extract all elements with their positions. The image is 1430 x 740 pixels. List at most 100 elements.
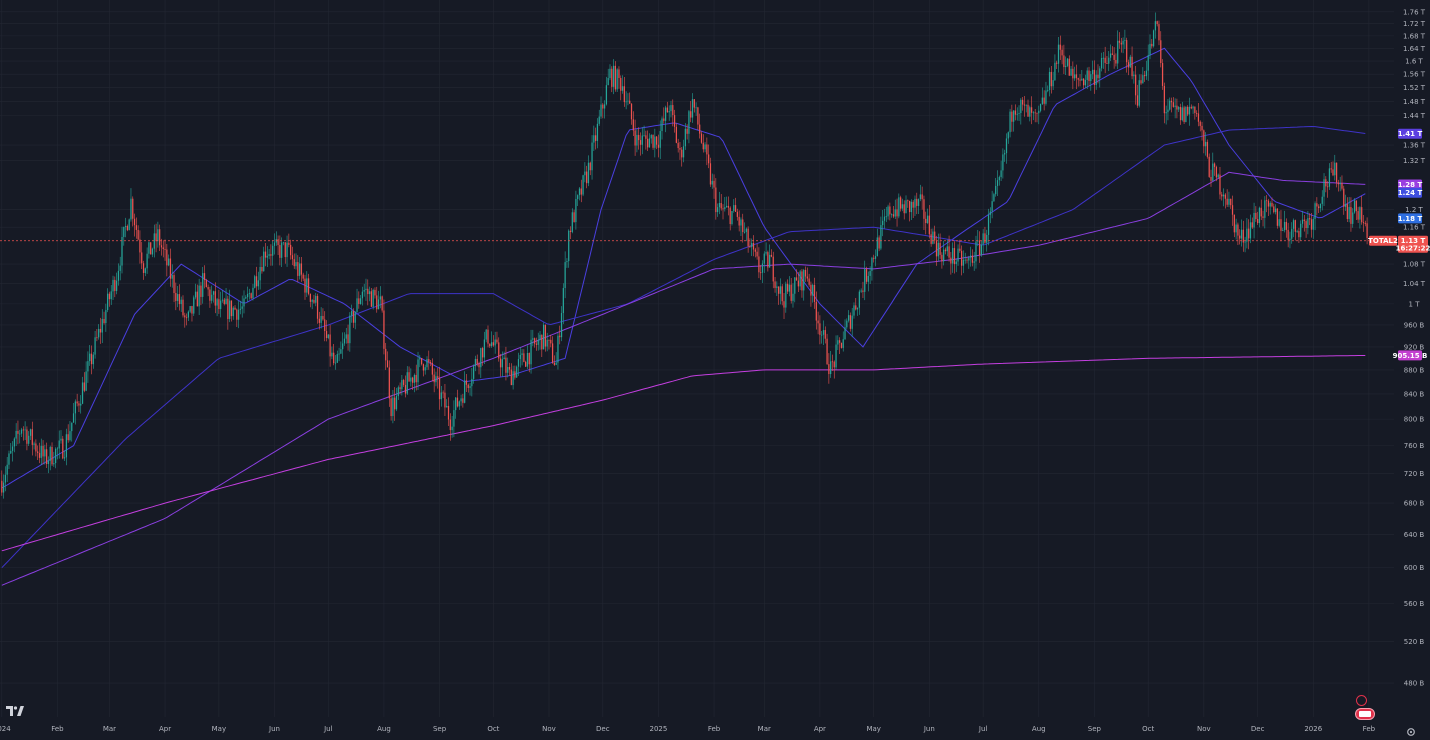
y-tick-label: 520 B	[1404, 638, 1425, 646]
y-tick-label: 1.48 T	[1403, 98, 1426, 106]
candle-body	[223, 299, 225, 304]
candle-body	[878, 237, 880, 249]
candle-body	[532, 338, 534, 340]
candle-body	[428, 359, 430, 362]
candle-body	[1174, 105, 1176, 107]
candle-body	[202, 273, 204, 297]
candle-body	[257, 280, 259, 287]
candle-body	[490, 342, 493, 347]
candle-body	[406, 372, 408, 394]
candle-body	[184, 315, 186, 318]
candle-body	[591, 142, 593, 171]
candle-body	[786, 283, 789, 292]
candle-body	[17, 430, 19, 434]
candle-body	[230, 300, 233, 317]
candle-body	[1257, 219, 1259, 224]
us-flag-icon[interactable]	[1355, 708, 1375, 720]
candle-body	[103, 318, 105, 324]
candle-body	[535, 343, 538, 345]
candle-body	[542, 324, 545, 350]
candle-body	[743, 231, 746, 233]
scroll-to-realtime-icon[interactable]	[1356, 695, 1367, 706]
candle-body	[969, 255, 972, 258]
candle-body	[1009, 111, 1011, 133]
candle-body	[596, 123, 599, 141]
candle-body	[492, 342, 494, 346]
candle-body	[871, 257, 873, 271]
candle-body	[6, 464, 8, 475]
candle-body	[885, 216, 887, 218]
candle-body	[1059, 44, 1061, 50]
candle-body	[1203, 130, 1205, 147]
candle-body	[485, 329, 487, 340]
y-tick-label: 480 B	[1404, 680, 1425, 688]
x-tick-label: Dec	[1251, 725, 1265, 733]
candle-body	[1021, 99, 1024, 105]
candle-body	[291, 255, 294, 260]
candle-body	[783, 301, 785, 308]
candle-body	[279, 245, 281, 258]
candle-body	[510, 369, 512, 386]
candle-body	[682, 146, 685, 158]
candle-body	[821, 334, 823, 336]
candle-body	[476, 358, 478, 365]
candle-body	[227, 298, 229, 319]
candle-body	[880, 225, 882, 249]
last-price-tag-bg	[1398, 235, 1428, 253]
candle-body	[1208, 156, 1210, 177]
candle-body	[424, 367, 426, 371]
candle-body	[756, 251, 758, 257]
candle-body	[1233, 214, 1235, 233]
candle-body	[742, 219, 744, 232]
candle-body	[338, 353, 340, 355]
candle-body	[1140, 80, 1142, 84]
candlesticks	[1, 12, 1368, 499]
candle-body	[571, 212, 573, 232]
candle-body	[731, 210, 733, 225]
candle-body	[1248, 228, 1250, 239]
candle-body	[358, 298, 360, 304]
price-axis[interactable]: 1.76 T 1.72 T 1.68 T 1.64 T 1.6 T 1.56 T 1.52 …	[1403, 8, 1426, 687]
candle-body	[1120, 42, 1122, 45]
ma-tag-4-bg	[1398, 213, 1422, 224]
candle-body	[962, 259, 965, 266]
candle-body	[205, 280, 207, 287]
tradingview-logo-icon[interactable]	[6, 704, 24, 718]
candle-body	[189, 306, 191, 312]
candle-body	[519, 354, 521, 360]
gear-icon[interactable]	[1406, 727, 1416, 737]
candle-body	[212, 291, 215, 295]
x-tick-label: Sep	[1088, 725, 1102, 733]
candle-body	[381, 296, 383, 311]
x-tick-label: Apr	[814, 725, 826, 733]
candle-body	[1048, 71, 1051, 91]
candle-body	[297, 262, 299, 276]
y-tick-label: 720 B	[1404, 470, 1425, 478]
candle-body	[790, 284, 792, 301]
candle-body	[239, 308, 242, 310]
candle-body	[638, 134, 640, 141]
candle-body	[1117, 40, 1119, 64]
y-tick-label: 1.32 T	[1403, 157, 1426, 165]
candle-body	[934, 231, 936, 241]
candle-body	[26, 429, 28, 444]
candle-body	[487, 329, 489, 344]
candle-body	[304, 278, 306, 293]
candle-body	[1187, 106, 1189, 115]
candle-body	[1192, 106, 1194, 109]
candle-body	[894, 209, 896, 217]
candle-body	[971, 255, 974, 263]
candle-body	[1361, 207, 1363, 223]
candle-body	[855, 305, 857, 310]
candle-body	[1000, 170, 1002, 178]
candle-body	[553, 362, 555, 365]
candle-body	[1355, 200, 1357, 212]
candle-body	[715, 187, 717, 213]
candle-body	[169, 258, 172, 279]
ma-tag-5-bg	[1398, 350, 1422, 361]
candle-body	[607, 78, 609, 86]
candle-body	[695, 107, 697, 109]
time-axis[interactable]: 2024 Feb Mar Apr May Jun Jul Aug Sep Oct Nov Dec 202…	[0, 725, 1376, 733]
